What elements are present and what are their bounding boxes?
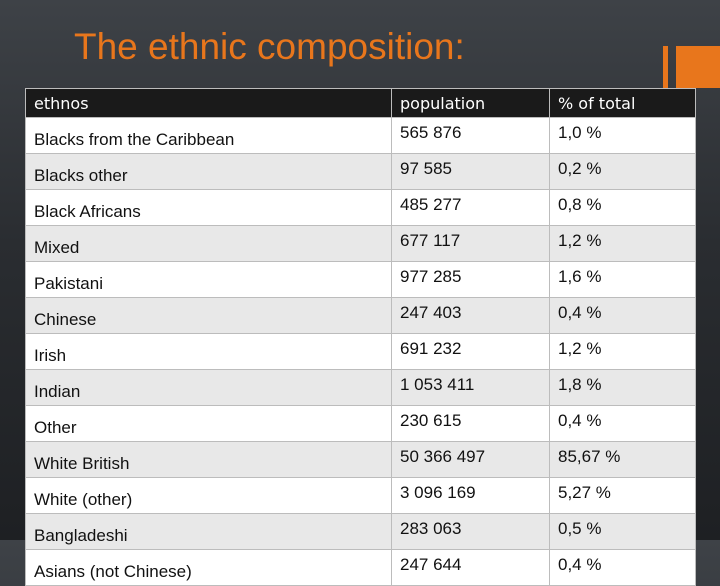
ethnos-cell: Blacks other [25,153,392,190]
header-row: ethnos population % of total [25,88,696,118]
percent-cell: 1,6 % [549,261,696,298]
table-row: Pakistani 977 285 1,6 % [25,261,696,298]
header-population: population [391,88,550,118]
percent-cell: 1,2 % [549,333,696,370]
ethnos-cell: White British [25,441,392,478]
ethnos-cell: Pakistani [25,261,392,298]
population-cell: 97 585 [391,153,550,190]
ethnos-cell: Asians (not Chinese) [25,549,392,586]
percent-cell: 0,4 % [549,549,696,586]
table-body: Blacks from the Caribbean 565 876 1,0 % Bla… [25,117,696,586]
percent-cell: 0,8 % [549,189,696,226]
ethnos-cell: White (other) [25,477,392,514]
ethnos-cell: Bangladeshi [25,513,392,550]
percent-cell: 0,4 % [549,297,696,334]
percent-cell: 1,8 % [549,369,696,406]
table-row: Other 230 615 0,4 % [25,405,696,442]
ethnos-cell: Black Africans [25,189,392,226]
population-cell: 3 096 169 [391,477,550,514]
population-cell: 50 366 497 [391,441,550,478]
population-cell: 485 277 [391,189,550,226]
population-cell: 230 615 [391,405,550,442]
table-row: White British 50 366 497 85,67 % [25,441,696,478]
ethnic-composition-table: ethnos population % of total Blacks from… [25,88,696,586]
table-row: Blacks other 97 585 0,2 % [25,153,696,190]
header-ethnos: ethnos [25,88,392,118]
population-cell: 677 117 [391,225,550,262]
table-row: Mixed 677 117 1,2 % [25,225,696,262]
percent-cell: 85,67 % [549,441,696,478]
table-header: ethnos population % of total [25,88,696,118]
percent-cell: 0,4 % [549,405,696,442]
ethnos-cell: Mixed [25,225,392,262]
population-cell: 247 644 [391,549,550,586]
population-cell: 247 403 [391,297,550,334]
percent-cell: 0,2 % [549,153,696,190]
table-row: Irish 691 232 1,2 % [25,333,696,370]
ethnos-cell: Blacks from the Caribbean [25,117,392,154]
header-percent-of-total: % of total [549,88,696,118]
ethnos-cell: Irish [25,333,392,370]
table-row: Asians (not Chinese) 247 644 0,4 % [25,549,696,586]
accent-bar-thin [663,46,668,88]
percent-cell: 1,0 % [549,117,696,154]
table-row: Indian 1 053 411 1,8 % [25,369,696,406]
population-cell: 283 063 [391,513,550,550]
slide-title: The ethnic composition: [74,26,465,67]
ethnos-cell: Other [25,405,392,442]
table-row: Chinese 247 403 0,4 % [25,297,696,334]
percent-cell: 5,27 % [549,477,696,514]
ethnos-cell: Chinese [25,297,392,334]
population-cell: 565 876 [391,117,550,154]
percent-cell: 0,5 % [549,513,696,550]
population-cell: 977 285 [391,261,550,298]
table-row: Bangladeshi 283 063 0,5 % [25,513,696,550]
percent-cell: 1,2 % [549,225,696,262]
table-row: Black Africans 485 277 0,8 % [25,189,696,226]
table-row: White (other) 3 096 169 5,27 % [25,477,696,514]
accent-bar-wide [676,46,720,88]
population-cell: 691 232 [391,333,550,370]
ethnos-cell: Indian [25,369,392,406]
table-row: Blacks from the Caribbean 565 876 1,0 % [25,117,696,154]
population-cell: 1 053 411 [391,369,550,406]
